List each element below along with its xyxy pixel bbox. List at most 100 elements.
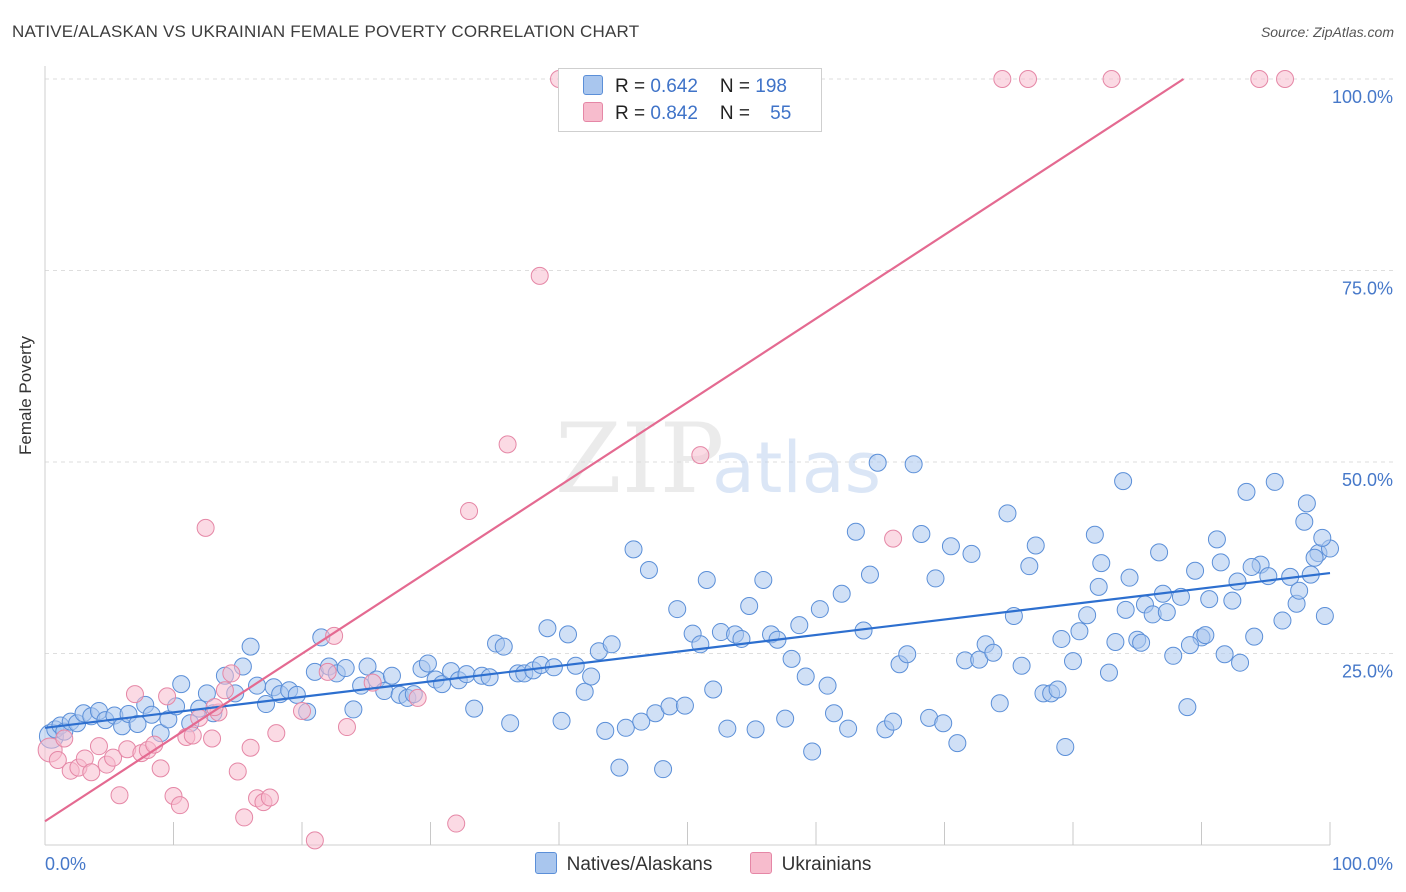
natives-point	[846, 522, 865, 541]
ukrainians-point	[151, 759, 170, 778]
natives-point	[128, 714, 147, 733]
natives-point	[1196, 626, 1215, 645]
natives-point	[1078, 606, 1097, 625]
natives-point	[782, 649, 801, 668]
natives-point	[1052, 629, 1071, 648]
natives-point	[660, 697, 679, 716]
chart-title: NATIVE/ALASKAN VS UKRAINIAN FEMALE POVER…	[12, 22, 640, 41]
ukrainians-point	[215, 681, 234, 700]
ukrainians-point	[691, 446, 710, 465]
ukrainians-point	[884, 529, 903, 548]
natives-point	[344, 700, 363, 719]
legend-r-value: 0.842	[650, 103, 698, 124]
legend-r-label: R =	[615, 76, 651, 97]
natives-point	[1178, 698, 1197, 717]
natives-point	[790, 616, 809, 635]
natives-point	[941, 537, 960, 556]
axes	[44, 66, 1331, 846]
ukrainians-point	[222, 664, 241, 683]
ukrainians-point	[305, 831, 324, 850]
natives-point	[1200, 590, 1219, 609]
natives-point	[1313, 528, 1332, 547]
natives-point	[1089, 577, 1108, 596]
natives-point	[566, 656, 585, 675]
ukrainians-point	[337, 718, 356, 737]
natives-point	[934, 714, 953, 733]
natives-point	[1245, 627, 1264, 646]
natives-point	[358, 657, 377, 676]
natives-point	[1305, 548, 1324, 567]
natives-trend-line	[44, 571, 1331, 729]
ukrainians-point	[170, 796, 189, 815]
natives-point	[1265, 472, 1284, 491]
natives-point	[754, 570, 773, 589]
natives-point	[575, 682, 594, 701]
natives-point	[1099, 663, 1118, 682]
natives-point	[1132, 633, 1151, 652]
ukrainians-point	[183, 726, 202, 745]
y-axis-title: Female Poverty	[16, 335, 35, 455]
natives-point	[832, 584, 851, 603]
ukrainians-point	[203, 729, 222, 748]
natives-point	[718, 719, 737, 738]
natives-point	[624, 540, 643, 559]
natives-point	[596, 721, 615, 740]
watermark-atlas: atlas	[712, 427, 881, 509]
legend-r-label: R =	[615, 103, 651, 124]
natives-point	[1295, 512, 1314, 531]
natives-point	[984, 643, 1003, 662]
natives-point	[1242, 557, 1261, 576]
natives-point	[1150, 543, 1169, 562]
ukrainians-point	[318, 662, 337, 681]
natives-point	[1116, 600, 1135, 619]
ukrainians-points	[37, 70, 1295, 850]
natives-point	[382, 666, 401, 685]
natives-point	[1157, 603, 1176, 622]
x-tick-label: 0.0%	[45, 854, 86, 874]
legend-row-ukrainians: R = 0.842 N = 55	[583, 102, 791, 126]
legend-item-ukrainians[interactable]: Ukrainians	[749, 852, 871, 876]
natives-point	[538, 619, 557, 638]
legend-r-value: 0.642	[650, 76, 698, 97]
natives-point	[1180, 636, 1199, 655]
legend-row-natives: R = 0.642 N = 198	[583, 75, 787, 99]
legend-item-natives[interactable]: Natives/Alaskans	[534, 852, 712, 876]
ukrainians-point	[447, 814, 466, 833]
legend-n-label: N =	[719, 103, 756, 124]
ukrainians-point	[993, 70, 1012, 88]
natives-point	[552, 711, 571, 730]
legend-swatch-pink	[583, 102, 603, 122]
ukrainians-point	[55, 729, 74, 748]
legend-n-value: 55	[770, 103, 792, 124]
natives-point	[1012, 656, 1031, 675]
natives-point	[824, 704, 843, 723]
trend-lines	[44, 78, 1331, 823]
natives-point	[1092, 554, 1111, 573]
y-tick-label: 25.0%	[1342, 662, 1393, 682]
ukrainians-point	[48, 750, 67, 769]
natives-point	[697, 570, 716, 589]
natives-point	[1164, 646, 1183, 665]
y-tick-label: 100.0%	[1332, 87, 1393, 107]
natives-point	[1106, 633, 1125, 652]
natives-point	[616, 718, 635, 737]
ukrainians-point	[1102, 70, 1121, 88]
natives-point	[803, 742, 822, 761]
series-legend: Natives/Alaskans Ukrainians	[0, 852, 1406, 876]
natives-point	[1315, 606, 1334, 625]
natives-point	[675, 696, 694, 715]
natives-point	[1186, 561, 1205, 580]
natives-point	[1273, 611, 1292, 630]
natives-point	[998, 504, 1017, 523]
ukrainians-point	[460, 502, 479, 521]
legend-swatch-ukrainians	[749, 852, 772, 874]
natives-point	[494, 637, 513, 656]
natives-point	[868, 453, 887, 472]
natives-point	[639, 561, 658, 580]
natives-point	[654, 760, 673, 779]
natives-point	[1290, 581, 1309, 600]
legend-n-label: N =	[719, 76, 756, 97]
natives-point	[704, 680, 723, 699]
correlation-legend: R = 0.642 N = 198 R = 0.842 N = 55	[558, 68, 822, 132]
ukrainians-point	[125, 685, 144, 704]
